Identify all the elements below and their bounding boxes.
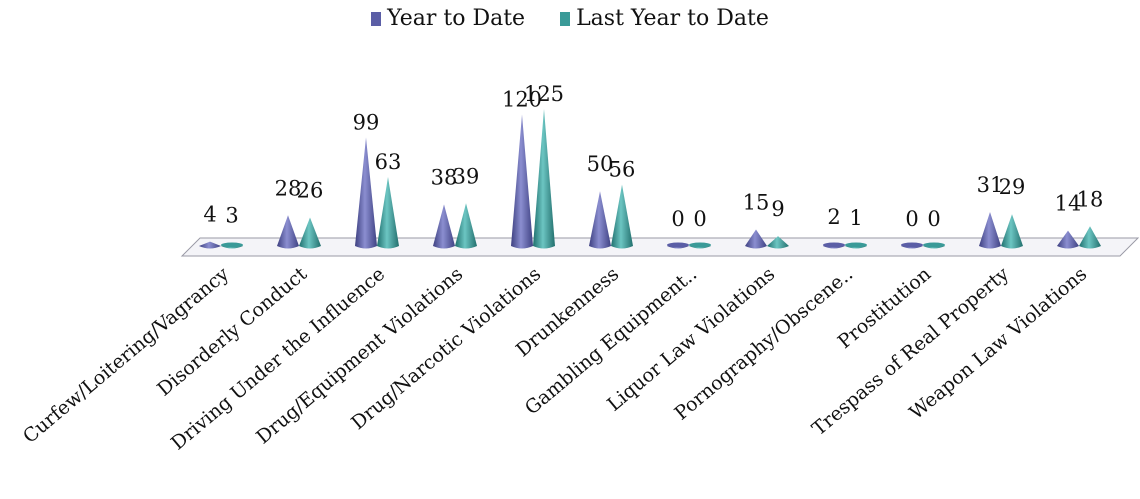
data-label-last-year-to-date-drunkenness: 56 (609, 158, 636, 182)
cone-year-to-date-liquor-law-violations (745, 229, 767, 249)
data-label-last-year-to-date-prostitution: 0 (927, 207, 940, 231)
legend-swatch-last-year-to-date (560, 12, 571, 26)
legend-swatch-year-to-date (371, 12, 382, 26)
data-label-last-year-to-date-driving-under-the-influence: 63 (375, 150, 402, 174)
cone-year-to-date-driving-under-the-influence (355, 137, 377, 249)
data-label-last-year-to-date-pornography-obscene: 1 (849, 206, 862, 230)
data-label-last-year-to-date-weapon-law-violations: 18 (1077, 187, 1104, 211)
cone-year-to-date-drunkenness (589, 191, 611, 249)
cone-base-last-year-to-date-gambling-equipment (689, 242, 711, 248)
legend-label-last-year-to-date: Last Year to Date (576, 6, 769, 31)
data-label-year-to-date-drug-narcotic-violations: 120 (502, 87, 542, 111)
data-label-year-to-date-disorderly-conduct: 28 (275, 176, 302, 200)
data-label-year-to-date-liquor-law-violations: 15 (743, 191, 770, 215)
data-label-last-year-to-date-gambling-equipment: 0 (693, 207, 706, 231)
data-label-year-to-date-gambling-equipment: 0 (671, 207, 684, 231)
cone-last-year-to-date-liquor-law-violations (767, 236, 789, 249)
legend-label-year-to-date: Year to Date (387, 6, 526, 31)
data-label-year-to-date-curfew-loitering-vagrancy: 4 (203, 203, 216, 227)
data-label-year-to-date-drunkenness: 50 (587, 152, 614, 176)
data-label-year-to-date-drug-equipment-violations: 38 (431, 165, 458, 189)
cone-year-to-date-disorderly-conduct (277, 215, 299, 249)
data-label-last-year-to-date-trespass-of-real-property: 29 (999, 175, 1026, 199)
data-label-last-year-to-date-drug-narcotic-violations: 125 (524, 82, 564, 106)
cone-base-last-year-to-date-pornography-obscene (845, 242, 867, 248)
cone-last-year-to-date-trespass-of-real-property (1001, 214, 1023, 249)
legend-item-last-year-to-date: Last Year to Date (560, 6, 769, 31)
cone-base-last-year-to-date-curfew-loitering-vagrancy (221, 242, 243, 248)
cone-last-year-to-date-drug-equipment-violations (455, 203, 477, 249)
category-label-disorderly-conduct: Disorderly Conduct (153, 263, 311, 401)
data-label-year-to-date-pornography-obscene: 2 (827, 205, 840, 229)
cone-last-year-to-date-drug-narcotic-violations (533, 109, 555, 249)
data-label-year-to-date-driving-under-the-influence: 99 (353, 110, 380, 134)
data-label-last-year-to-date-curfew-loitering-vagrancy: 3 (225, 204, 238, 228)
cone-year-to-date-drug-equipment-violations (433, 204, 455, 249)
chart-floor (180, 237, 1140, 257)
cone-last-year-to-date-weapon-law-violations (1079, 226, 1101, 249)
legend-item-year-to-date: Year to Date (371, 6, 525, 31)
cone-base-year-to-date-gambling-equipment (667, 242, 689, 248)
cone-last-year-to-date-disorderly-conduct (299, 217, 321, 249)
cone-base-last-year-to-date-prostitution (923, 242, 945, 248)
cone-year-to-date-trespass-of-real-property (979, 212, 1001, 249)
data-label-last-year-to-date-drug-equipment-violations: 39 (453, 164, 480, 188)
data-label-last-year-to-date-disorderly-conduct: 26 (297, 179, 324, 203)
cone-year-to-date-drug-narcotic-violations (511, 114, 533, 249)
chart-legend: Year to Date Last Year to Date (0, 6, 1140, 31)
data-label-last-year-to-date-liquor-law-violations: 9 (771, 197, 784, 221)
cone-base-year-to-date-prostitution (901, 242, 923, 248)
cone-year-to-date-curfew-loitering-vagrancy (199, 241, 221, 249)
cone-base-year-to-date-pornography-obscene (823, 242, 845, 248)
cone-last-year-to-date-driving-under-the-influence (377, 176, 399, 249)
data-label-year-to-date-weapon-law-violations: 14 (1055, 192, 1082, 216)
cone-year-to-date-weapon-law-violations (1057, 230, 1079, 249)
cone-last-year-to-date-drunkenness (611, 184, 633, 249)
data-label-year-to-date-prostitution: 0 (905, 207, 918, 231)
data-label-year-to-date-trespass-of-real-property: 31 (977, 173, 1004, 197)
